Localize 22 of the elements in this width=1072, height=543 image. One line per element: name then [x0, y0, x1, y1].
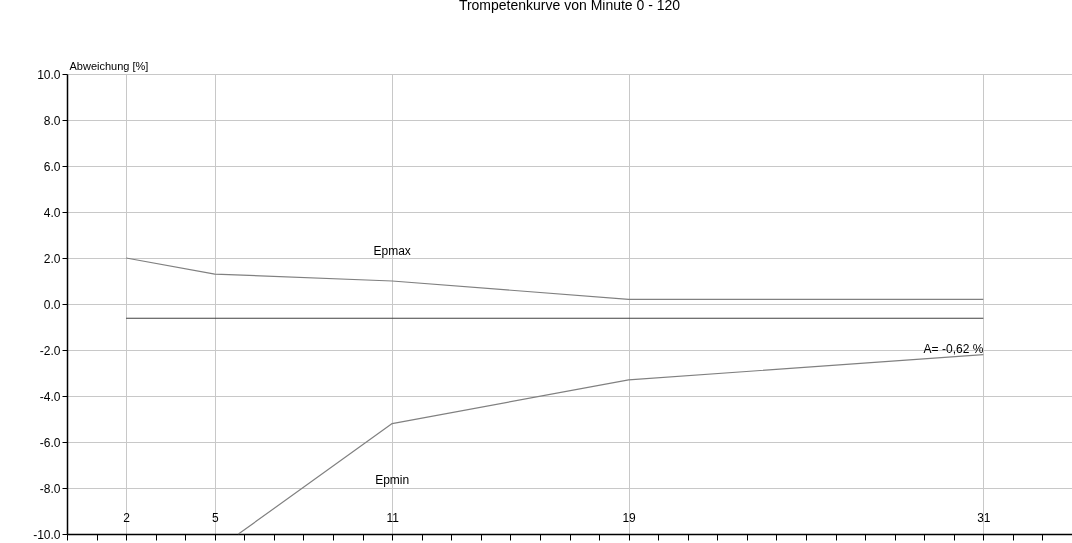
y-tick-label: 0.0: [43, 297, 61, 312]
y-tick-label: 6.0: [43, 159, 61, 174]
y-tick-label: -4.0: [39, 389, 61, 404]
annotation: A= -0,62 %: [923, 342, 984, 357]
line-series: [125, 257, 984, 300]
chart-title: Trompetenkurve von Minute 0 - 120: [458, 0, 681, 13]
y-tick-label: -6.0: [39, 435, 61, 450]
y-tick-label: 10.0: [37, 67, 61, 82]
text: Epmin: [375, 472, 410, 487]
series-label: Epmax: [373, 244, 411, 258]
x-tick-label: 31: [977, 510, 991, 525]
y-tick-label: 4.0: [43, 205, 61, 220]
x-tick-label: 19: [622, 510, 637, 525]
y-tick-label: -2.0: [39, 343, 61, 358]
y-tick-label: -10.0: [33, 527, 61, 542]
y-tick-label: 2.0: [43, 251, 61, 266]
x-tick-label: 2: [123, 510, 131, 525]
y-axis-title: Abweichung [%]: [69, 59, 149, 72]
x-tick-label: 11: [386, 510, 400, 525]
y-tick-label: -8.0: [39, 481, 61, 496]
y-tick-label: 8.0: [43, 113, 61, 128]
x-tick-label: 5: [211, 510, 219, 525]
